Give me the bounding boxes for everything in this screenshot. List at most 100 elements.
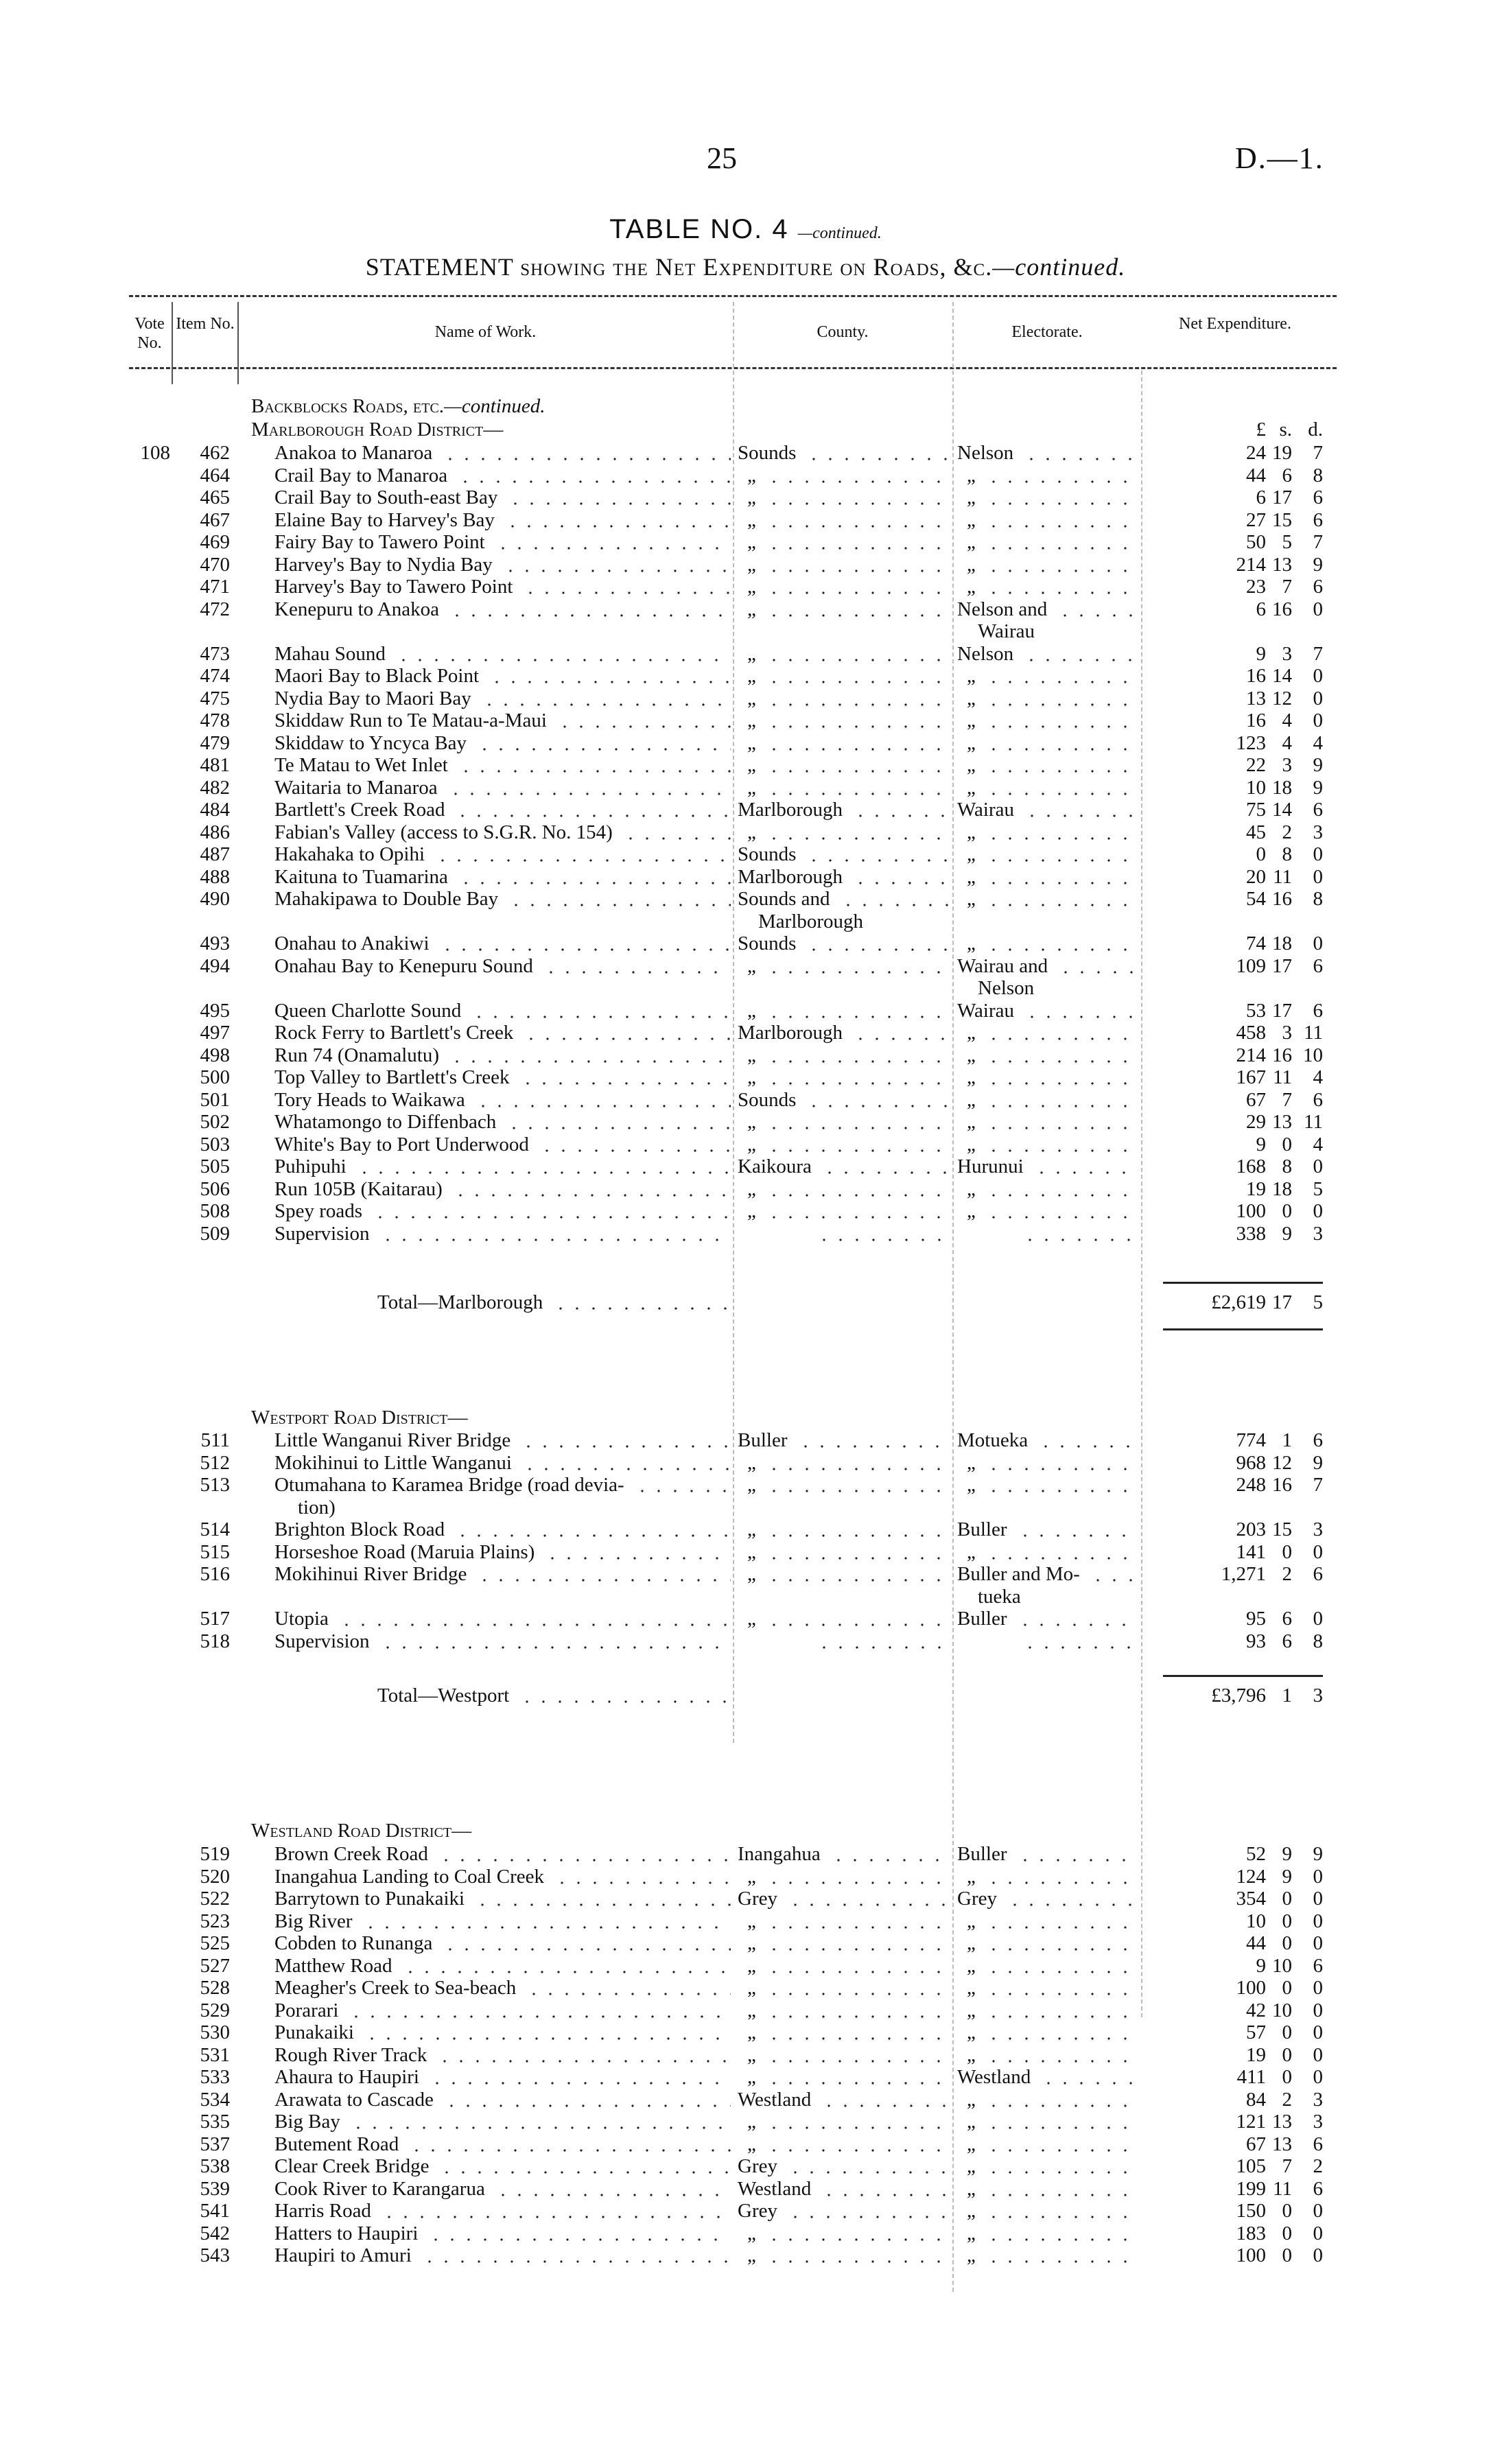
spacer bbox=[230, 2089, 274, 2111]
spacer bbox=[230, 1843, 274, 1866]
item-number: 523 bbox=[200, 1910, 231, 1932]
total-label: Total—Marlborough bbox=[274, 1291, 731, 1314]
total-pence: 5 bbox=[1313, 1291, 1324, 1313]
net-pence: 6 bbox=[1313, 1563, 1324, 1585]
dot-leader bbox=[806, 932, 950, 955]
work-name-text: Maori Bay to Black Point bbox=[274, 665, 480, 687]
dot-leader bbox=[1016, 1843, 1139, 1866]
spacer bbox=[950, 1111, 957, 1134]
dot-leader bbox=[554, 1865, 731, 1888]
spacer bbox=[950, 866, 957, 889]
county: Marlborough bbox=[738, 1022, 950, 1044]
work-name: Cobden to Runanga bbox=[274, 1932, 731, 1955]
item-number: 525 bbox=[200, 1932, 231, 1954]
work-name-text: Matthew Road bbox=[274, 1954, 392, 1977]
work-name-text: Mahakipawa to Double Bay bbox=[274, 888, 499, 910]
spacer bbox=[950, 1910, 957, 1933]
document-reference: D.—1. bbox=[1235, 141, 1324, 175]
spacer bbox=[950, 1155, 957, 1178]
spacer bbox=[1139, 2222, 1149, 2245]
dot-leader bbox=[985, 1044, 1139, 1066]
electorate-cont: tueka bbox=[978, 1585, 1021, 1608]
county-text: „ bbox=[747, 731, 756, 754]
spacer bbox=[731, 1563, 738, 1608]
table-row: 533 Ahaura to Haupiri „ Westland 411 0 0 bbox=[124, 2066, 1323, 2089]
westport-rows: 511 Little Wanganui River Bridge Buller Mot… bbox=[124, 1429, 1323, 1652]
spacer bbox=[1139, 2044, 1149, 2067]
county-text: „ bbox=[747, 1608, 756, 1630]
electorate-text: „ bbox=[967, 1200, 976, 1222]
dot-leader bbox=[457, 865, 731, 888]
spacer bbox=[950, 1541, 957, 1564]
vote-number bbox=[124, 799, 170, 821]
net-shillings: 11 bbox=[1273, 865, 1292, 888]
county bbox=[738, 1630, 950, 1652]
work-name-text: Mokihinui River Bridge bbox=[274, 1563, 467, 1585]
dot-leader bbox=[494, 2177, 731, 2200]
net-pence: 9 bbox=[1313, 754, 1324, 776]
spacer bbox=[1139, 486, 1149, 509]
item-number: 498 bbox=[200, 1044, 231, 1066]
county-text: Sounds bbox=[738, 442, 797, 464]
dot-leader bbox=[765, 754, 950, 777]
table-row: 530 Punakaiki „ „ 57 0 0 bbox=[124, 2021, 1323, 2044]
item-number: 531 bbox=[200, 2043, 231, 2066]
work-name-text: Haupiri to Amuri bbox=[274, 2244, 412, 2266]
electorate: Buller bbox=[957, 1518, 1139, 1541]
electorate-text: „ bbox=[967, 1088, 976, 1111]
net-pounds: 183 bbox=[1236, 2222, 1267, 2244]
dot-leader bbox=[765, 999, 950, 1022]
spacer bbox=[230, 777, 274, 799]
dot-leader bbox=[438, 932, 731, 955]
work-name-text: Clear Creek Bridge bbox=[274, 2155, 430, 2177]
work-name-text: Tory Heads to Waikawa bbox=[274, 1088, 465, 1111]
spacer bbox=[731, 1630, 738, 1653]
spacer bbox=[731, 1474, 738, 1518]
work-name: Arawata to Cascade bbox=[274, 2088, 731, 2111]
net-pence: 6 bbox=[1313, 1088, 1324, 1111]
spacer bbox=[230, 1518, 274, 1541]
vote-number bbox=[124, 754, 170, 777]
work-name-text: Inangahua Landing to Coal Creek bbox=[274, 1865, 544, 1888]
electorate: „ bbox=[957, 1451, 1139, 1474]
work-name: Elaine Bay to Harvey's Bay bbox=[274, 508, 731, 531]
county-text: „ bbox=[747, 642, 756, 665]
electorate-text: „ bbox=[967, 776, 976, 799]
county-text: „ bbox=[747, 687, 756, 709]
spacer bbox=[731, 1608, 738, 1630]
spacer bbox=[1139, 643, 1149, 666]
dot-leader bbox=[526, 1977, 731, 1999]
work-name-text: Crail Bay to South-east Bay bbox=[274, 486, 498, 508]
work-name: Te Matau to Wet Inlet bbox=[274, 754, 731, 777]
county: „ bbox=[738, 1518, 950, 1541]
county-text: „ bbox=[747, 1999, 756, 2021]
pounds-label: £ bbox=[1256, 419, 1267, 441]
electorate-text: „ bbox=[967, 687, 976, 709]
net-pounds: 9 bbox=[1256, 1954, 1267, 1977]
county-text: „ bbox=[747, 999, 756, 1022]
net-pence: 0 bbox=[1313, 1540, 1324, 1563]
spacer bbox=[1139, 1518, 1149, 1541]
county: Marlborough bbox=[738, 799, 950, 821]
dot-leader bbox=[985, 1451, 1139, 1474]
net-pounds: 19 bbox=[1246, 1177, 1266, 1200]
table-row: 484 Bartlett's Creek Road Marlborough Waira… bbox=[124, 799, 1323, 821]
county-text: „ bbox=[747, 553, 756, 576]
section-heading-marlborough: Marlborough Road District— bbox=[251, 419, 504, 441]
vote-number bbox=[124, 1022, 170, 1044]
work-name: Top Valley to Bartlett's Creek bbox=[274, 1066, 731, 1089]
spacer bbox=[731, 1022, 738, 1044]
spacer bbox=[950, 2200, 957, 2222]
table-row: 537 Butement Road „ „ 67 13 6 bbox=[124, 2133, 1323, 2155]
group-heading-text: Backblocks Roads, etc. bbox=[251, 395, 445, 417]
dot-leader bbox=[765, 1111, 950, 1134]
spacer bbox=[230, 1999, 274, 2022]
spacer bbox=[230, 1474, 274, 1518]
net-pence: 3 bbox=[1313, 1518, 1324, 1540]
spacer bbox=[731, 1291, 738, 1314]
work-name: Queen Charlotte Sound bbox=[274, 999, 731, 1022]
net-shillings: 16 bbox=[1272, 1044, 1292, 1066]
county-text: „ bbox=[747, 2066, 756, 2088]
county-text: Sounds bbox=[738, 932, 797, 954]
county-text: „ bbox=[747, 1932, 756, 1954]
